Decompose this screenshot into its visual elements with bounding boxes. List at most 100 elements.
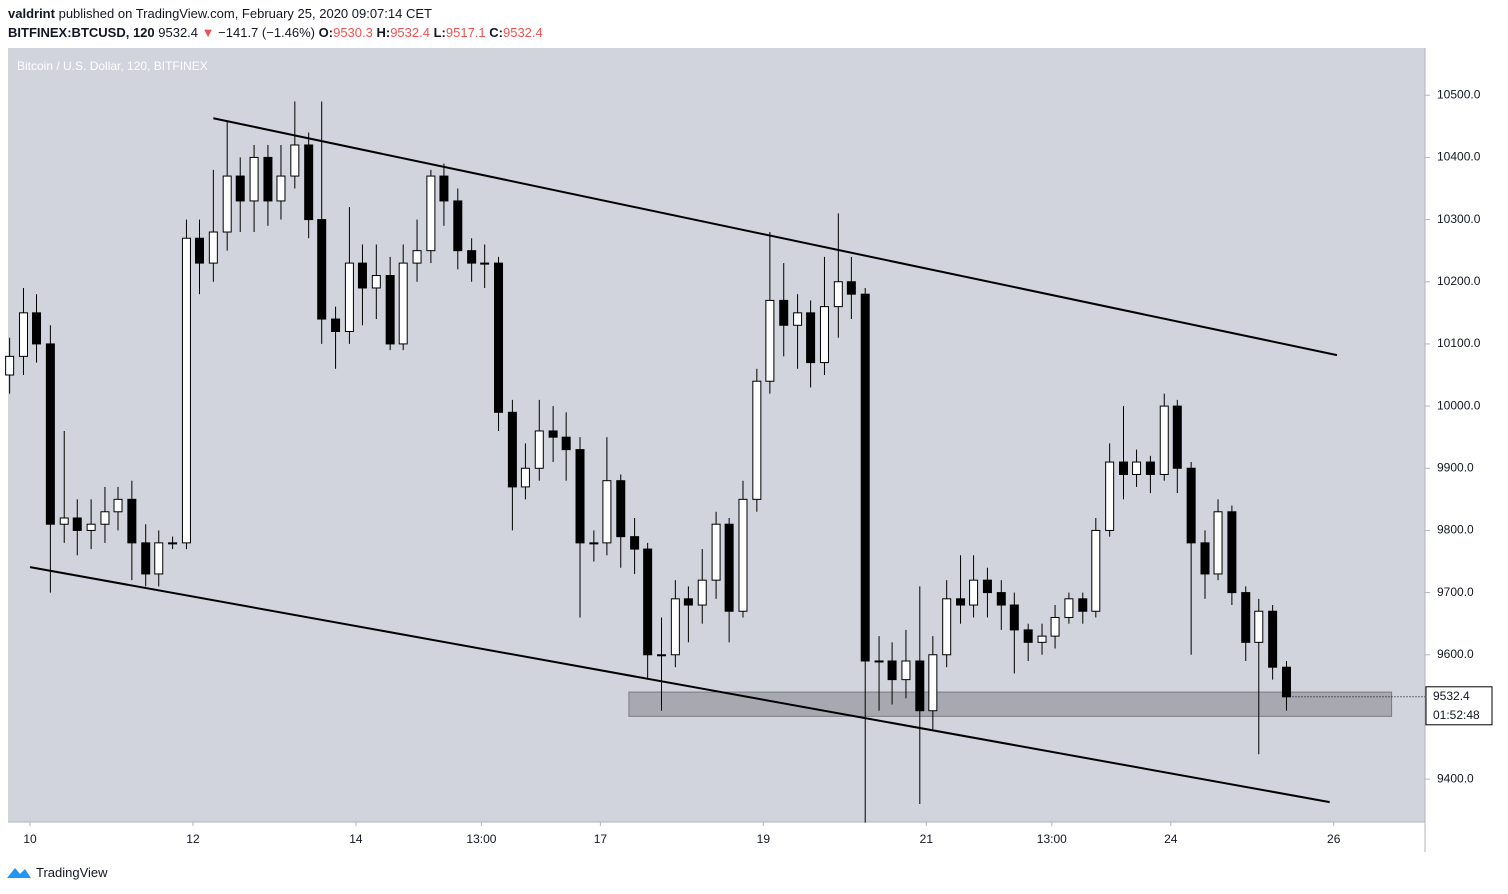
candle-body xyxy=(779,299,789,326)
y-tick-label: 10300.0 xyxy=(1437,212,1481,226)
trend-line xyxy=(29,566,1330,804)
candle-body xyxy=(1227,511,1237,594)
candle-body xyxy=(819,306,829,364)
high: 9532.4 xyxy=(390,25,430,40)
candle-body xyxy=(453,200,463,252)
candle-body xyxy=(113,498,123,513)
x-axis-background xyxy=(8,822,1425,852)
candle-body xyxy=(304,144,314,221)
candle-body xyxy=(1145,461,1155,475)
candle-body xyxy=(901,660,911,681)
candle-body xyxy=(507,411,517,488)
candle-body xyxy=(18,312,28,357)
candle-body xyxy=(928,654,938,712)
candle-body xyxy=(670,598,680,656)
y-tick-label: 9800.0 xyxy=(1437,523,1474,537)
last-price-box xyxy=(1425,686,1493,726)
close-label: C: xyxy=(489,25,503,40)
candle-body xyxy=(793,312,803,326)
candle-body xyxy=(208,231,218,264)
candle-body xyxy=(738,498,748,612)
low-label: L: xyxy=(433,25,446,40)
candle-body xyxy=(643,548,653,656)
candle-body xyxy=(561,436,571,451)
candle-body xyxy=(1119,461,1129,475)
change: −141.7 (−1.46%) xyxy=(218,25,316,40)
candle-body xyxy=(385,275,395,345)
trend-line xyxy=(213,117,1338,357)
candle-body xyxy=(656,654,666,657)
candle-body xyxy=(711,523,721,581)
high-label: H: xyxy=(376,25,391,40)
candle-body xyxy=(168,542,178,545)
candle-body xyxy=(724,523,734,612)
candle-body xyxy=(956,598,966,606)
candle-body xyxy=(915,660,925,712)
candle-body xyxy=(1023,629,1033,643)
candle-body xyxy=(412,250,422,264)
arrow: ▼ xyxy=(201,25,215,40)
x-tick-label: 13:00 xyxy=(466,832,496,846)
candle-body xyxy=(1268,610,1278,668)
logo-icon xyxy=(7,868,31,878)
candle-body xyxy=(1241,592,1251,643)
candle-body xyxy=(32,312,42,345)
candle-body xyxy=(548,430,558,438)
legend-label: Bitcoin / U.S. Dollar, 120, BITFINEX xyxy=(17,59,208,73)
brand: TradingView xyxy=(36,864,108,880)
x-tick-label: 17 xyxy=(594,832,608,846)
candle-body xyxy=(969,579,979,606)
candle-body xyxy=(59,517,69,525)
candle-body xyxy=(276,175,286,202)
candle-body xyxy=(398,262,408,345)
candle-body xyxy=(1132,461,1142,475)
candle-body xyxy=(1037,635,1047,643)
candle-body xyxy=(1172,405,1182,469)
y-tick-label: 10200.0 xyxy=(1437,274,1481,288)
y-tick-label: 10100.0 xyxy=(1437,336,1481,350)
published-text: published on TradingView.com, February 2… xyxy=(58,6,432,21)
candle-body xyxy=(331,318,341,332)
candle-body xyxy=(1078,598,1088,612)
candle-body xyxy=(982,579,992,594)
candle-body xyxy=(874,660,884,663)
open: 9530.3 xyxy=(333,25,373,40)
candle-body xyxy=(1186,467,1196,544)
y-tick-label: 10400.0 xyxy=(1437,150,1481,164)
y-tick-label: 10500.0 xyxy=(1437,87,1481,101)
candle-body xyxy=(616,480,626,538)
candle-body xyxy=(806,312,816,364)
candle-body xyxy=(1091,529,1101,612)
low: 9517.1 xyxy=(445,25,486,40)
candle-body xyxy=(357,262,367,289)
candle-body xyxy=(589,542,599,545)
candle-body xyxy=(833,281,843,308)
candle-body xyxy=(194,237,204,264)
candle-body xyxy=(1064,598,1074,618)
x-tick-label: 21 xyxy=(920,832,934,846)
candle-body xyxy=(534,430,544,469)
x-tick-label: 19 xyxy=(757,832,771,846)
candle-body xyxy=(154,542,164,575)
candle-body xyxy=(1050,616,1060,637)
candle-body xyxy=(1159,405,1169,475)
candle-body xyxy=(1200,542,1210,575)
publisher: valdrint xyxy=(8,6,55,21)
candle-body xyxy=(141,542,151,575)
candle-body xyxy=(371,275,381,289)
candle-body xyxy=(602,480,612,544)
candle-body xyxy=(426,175,436,252)
candle-body xyxy=(222,175,232,233)
symbol: BITFINEX:BTCUSD, 120 xyxy=(8,25,155,40)
candle-body xyxy=(942,598,952,656)
y-tick-label: 10000.0 xyxy=(1437,398,1481,412)
candle-body xyxy=(1105,461,1115,531)
x-tick-label: 10 xyxy=(23,832,37,846)
candle-body xyxy=(1254,610,1264,643)
candle-body xyxy=(860,293,870,662)
candle-body xyxy=(630,536,640,550)
candle-body xyxy=(683,598,693,606)
close: 9532.4 xyxy=(502,25,543,40)
x-tick-label: 24 xyxy=(1164,832,1178,846)
